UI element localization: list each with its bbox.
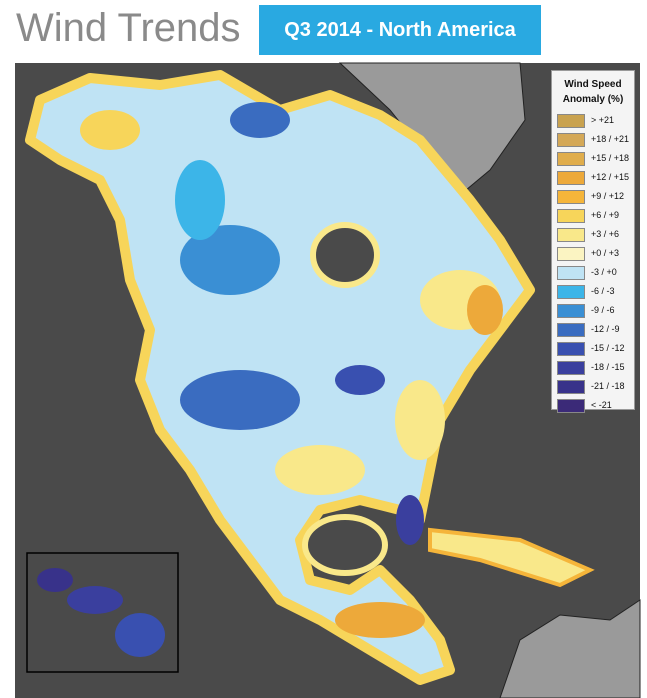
anomaly-region xyxy=(180,225,280,295)
legend-swatch xyxy=(557,247,585,261)
island xyxy=(115,613,165,657)
anomaly-region xyxy=(335,602,425,638)
anomaly-region xyxy=(395,380,445,460)
hudson-bay xyxy=(310,222,380,288)
legend-swatch xyxy=(557,323,585,337)
legend-swatch xyxy=(557,114,585,128)
legend-swatch xyxy=(557,285,585,299)
legend-swatch xyxy=(557,399,585,413)
legend-swatch xyxy=(557,190,585,204)
legend-swatch xyxy=(557,361,585,375)
anomaly-region xyxy=(275,445,365,495)
legend-swatch xyxy=(557,152,585,166)
legend-swatch xyxy=(557,266,585,280)
anomaly-region xyxy=(335,365,385,395)
badge: Q3 2014 - North America xyxy=(259,5,541,55)
legend-swatch xyxy=(557,133,585,147)
island xyxy=(37,568,73,592)
legend-swatch xyxy=(557,171,585,185)
legend-label: -6 / -3 xyxy=(591,286,615,296)
legend-label: +3 / +6 xyxy=(591,229,620,239)
legend-label: +6 / +9 xyxy=(591,210,620,220)
legend-label: +15 / +18 xyxy=(591,153,630,163)
legend-swatch xyxy=(557,380,585,394)
legend: Wind Speed Anomaly (%) > +21 +18 / +21 +15… xyxy=(551,70,635,413)
island xyxy=(67,586,123,614)
legend-label: > +21 xyxy=(591,115,615,125)
legend-label: -9 / -6 xyxy=(591,305,615,315)
south-america xyxy=(499,599,641,698)
legend-label: -3 / +0 xyxy=(591,267,617,277)
legend-swatch xyxy=(557,209,585,223)
legend-label: +9 / +12 xyxy=(591,191,625,201)
continent xyxy=(25,70,535,685)
legend-label: -12 / -9 xyxy=(591,324,620,334)
legend-label: < -21 xyxy=(591,400,612,410)
legend-swatch xyxy=(557,228,585,242)
legend-label: -21 / -18 xyxy=(591,381,625,391)
legend-label: -15 / -12 xyxy=(591,343,625,353)
greenland xyxy=(338,62,526,196)
anomaly-region xyxy=(180,370,300,430)
caribbean xyxy=(428,527,595,588)
anomaly-region xyxy=(175,160,225,240)
legend-swatch xyxy=(557,342,585,356)
anomaly-region xyxy=(467,285,503,335)
title: Wind Trends xyxy=(16,6,241,50)
gulf-of-mexico xyxy=(302,514,388,576)
legend-label: +0 / +3 xyxy=(591,248,620,258)
anomaly-region xyxy=(230,102,290,138)
legend-label: +18 / +21 xyxy=(591,134,630,144)
anomaly-region xyxy=(396,495,424,545)
legend-swatch xyxy=(557,304,585,318)
legend-label: -18 / -15 xyxy=(591,362,625,372)
legend-title: Wind Speed Anomaly (%) xyxy=(562,79,624,105)
anomaly-region xyxy=(80,110,140,150)
legend-label: +12 / +15 xyxy=(591,172,630,182)
